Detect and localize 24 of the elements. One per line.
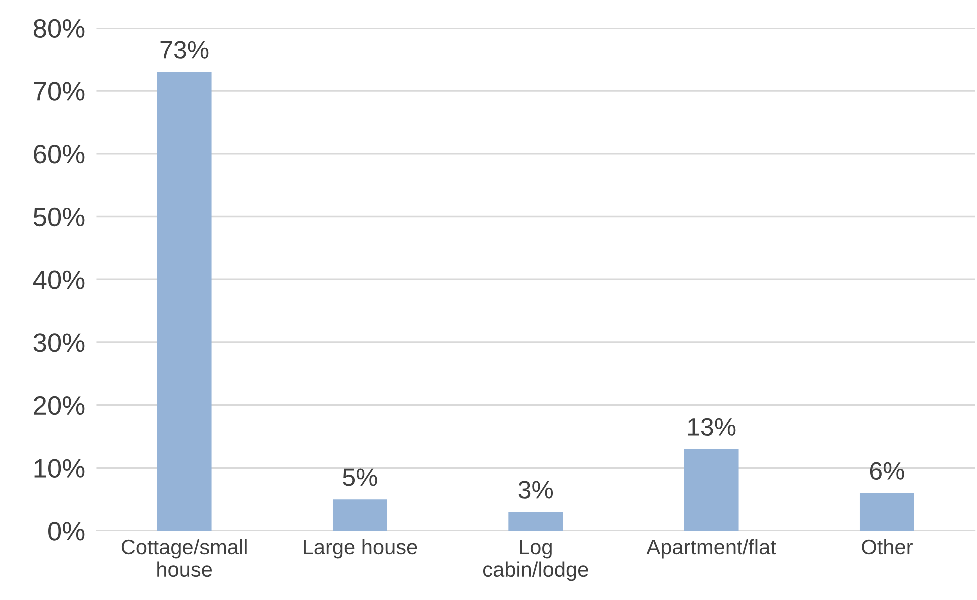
bar bbox=[684, 449, 739, 531]
x-tick-label: Log cabin/lodge bbox=[483, 540, 588, 582]
data-label: 73% bbox=[160, 41, 209, 59]
x-tick-label: Cottage/small house bbox=[122, 539, 247, 578]
y-tick-label: 50% bbox=[34, 208, 85, 227]
y-tick-label: 10% bbox=[34, 459, 85, 478]
x-tick-label: Apartment/flat bbox=[646, 539, 776, 559]
bar bbox=[332, 500, 388, 531]
y-tick-label: 20% bbox=[34, 396, 85, 416]
data-label: 6% bbox=[870, 462, 904, 480]
y-tick-label: 60% bbox=[34, 145, 85, 164]
y-tick-label: 40% bbox=[33, 270, 85, 290]
x-tick-label: Large house bbox=[304, 539, 418, 559]
x-tick-label: Other bbox=[862, 539, 913, 555]
bar bbox=[157, 72, 212, 531]
y-tick-label: 0% bbox=[48, 522, 85, 541]
bar bbox=[508, 512, 564, 531]
y-tick-label: 70% bbox=[34, 82, 85, 101]
y-tick-label: 30% bbox=[34, 334, 85, 352]
data-label: 13% bbox=[688, 418, 736, 436]
data-label: 5% bbox=[343, 468, 378, 486]
bar bbox=[860, 493, 914, 531]
y-tick-label: 80% bbox=[34, 19, 85, 38]
data-label: 3% bbox=[518, 481, 554, 499]
